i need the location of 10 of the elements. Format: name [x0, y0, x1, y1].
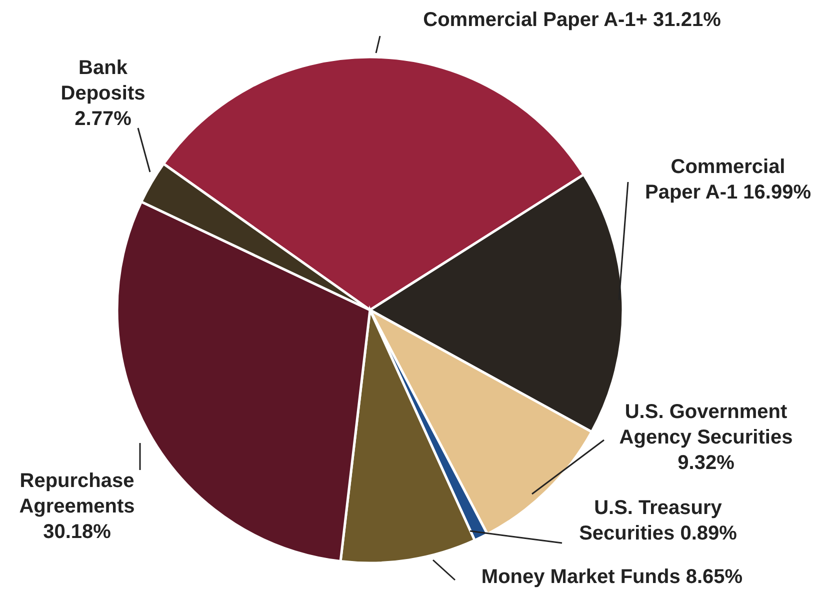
slice-label: Commercial Paper A-1 16.99%	[644, 156, 812, 204]
slice-label: U.S. Treasury Securities 0.89%	[579, 497, 738, 544]
slice-label: U.S. Government Agency Securities	[619, 401, 793, 448]
slice-label: Repurchase Agreements	[19, 470, 135, 518]
data-label: 9.32%	[678, 452, 735, 474]
data-label: 2.77%	[74, 108, 132, 130]
slice-label: Money Market Funds 8.65%	[481, 566, 743, 588]
data-label: 30.18%	[43, 521, 112, 543]
slice-label: Bank Deposits	[60, 57, 146, 104]
slice-label: Commercial Paper A-1+ 31.21%	[423, 9, 722, 31]
